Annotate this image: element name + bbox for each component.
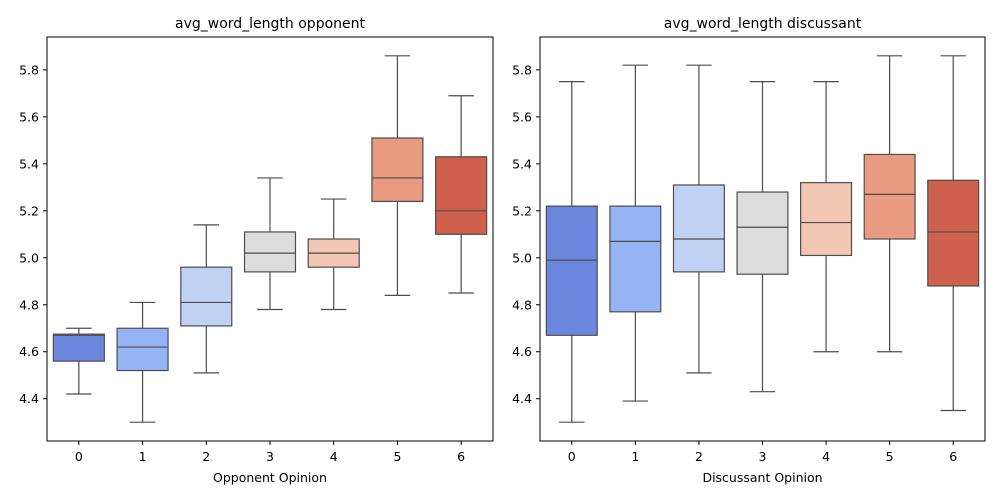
box — [736, 191, 789, 275]
y-tick-label: 4.6 — [19, 344, 39, 359]
y-tick-label: 5.4 — [19, 156, 39, 171]
x-tick-label: 0 — [568, 449, 576, 464]
box-group — [116, 301, 169, 423]
y-tick-label: 4.4 — [19, 391, 39, 406]
box — [435, 156, 488, 235]
x-axis-label: Opponent Opinion — [213, 470, 327, 485]
y-tick-label: 4.8 — [19, 297, 39, 312]
y-tick-label: 5.4 — [512, 156, 532, 171]
box-group — [736, 81, 789, 393]
y-tick-label: 5.0 — [19, 250, 39, 265]
box — [545, 205, 598, 336]
y-tick-label: 5.6 — [512, 109, 532, 124]
x-tick-label: 5 — [886, 449, 894, 464]
box-group — [927, 55, 980, 412]
box — [116, 327, 169, 372]
y-tick-label: 4.6 — [512, 344, 532, 359]
y-tick-label: 5.8 — [512, 62, 532, 77]
box-group — [52, 327, 105, 395]
x-tick-label: 5 — [393, 449, 401, 464]
box-group — [435, 95, 488, 294]
box — [927, 179, 980, 287]
x-tick-label: 2 — [202, 449, 210, 464]
box — [672, 184, 725, 273]
box-group — [180, 224, 233, 374]
x-tick-label: 6 — [457, 449, 465, 464]
chart-title: avg_word_length opponent — [175, 16, 366, 32]
y-tick-label: 4.4 — [512, 391, 532, 406]
x-tick-label: 1 — [139, 449, 147, 464]
y-tick-label: 5.2 — [512, 203, 532, 218]
box-group — [371, 55, 424, 296]
box-group — [800, 81, 853, 353]
y-tick-label: 5.2 — [19, 203, 39, 218]
x-tick-label: 4 — [330, 449, 338, 464]
x-tick-label: 3 — [759, 449, 767, 464]
y-tick-label: 5.0 — [512, 250, 532, 265]
box-group — [672, 64, 725, 374]
chart-panel-discussant: avg_word_length discussant Discussant Op… — [512, 16, 986, 485]
box — [863, 153, 916, 240]
box — [800, 182, 853, 257]
box — [371, 137, 424, 203]
box — [180, 266, 233, 327]
x-tick-label: 1 — [631, 449, 639, 464]
box-group — [863, 55, 916, 353]
y-tick-label: 4.8 — [512, 297, 532, 312]
x-axis-label: Discussant Opinion — [702, 470, 822, 485]
x-tick-label: 2 — [695, 449, 703, 464]
chart-panel-opponent: avg_word_length opponent Opponent Opinio… — [19, 16, 494, 485]
box-group — [545, 81, 598, 423]
y-tick-label: 5.8 — [19, 62, 39, 77]
x-tick-label: 3 — [266, 449, 274, 464]
x-tick-label: 0 — [75, 449, 83, 464]
x-tick-label: 4 — [822, 449, 830, 464]
y-tick-label: 5.6 — [19, 109, 39, 124]
box — [609, 205, 662, 313]
x-tick-label: 6 — [949, 449, 957, 464]
chart-title: avg_word_length discussant — [664, 16, 862, 32]
box-group — [243, 177, 297, 311]
box — [52, 333, 105, 362]
box-group — [307, 198, 360, 311]
box — [243, 231, 297, 273]
box-group — [609, 64, 662, 402]
